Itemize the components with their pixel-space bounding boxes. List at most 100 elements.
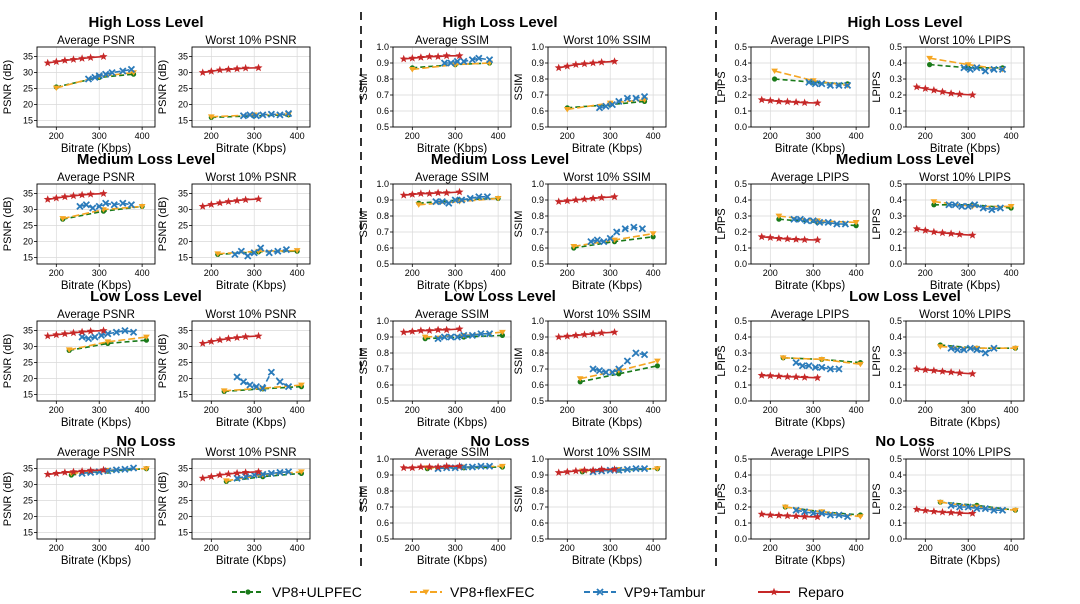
data-point-rep <box>43 195 52 203</box>
y-tick-label: 0.2 <box>889 364 902 374</box>
subplot-title: Worst 10% LPIPS <box>919 447 1011 459</box>
data-point-rep <box>43 470 52 478</box>
data-point-rep <box>800 373 809 381</box>
series-line-vp8f <box>567 99 645 111</box>
legend-label: VP8+flexFEC <box>450 584 534 600</box>
x-tick-label: 400 <box>1004 405 1019 415</box>
data-point-vp9t <box>608 100 617 109</box>
y-tick-label: 0.9 <box>376 58 389 68</box>
plot-frame <box>392 320 512 402</box>
data-point-vp8f <box>926 55 933 62</box>
y-tick-label: 30 <box>23 68 33 78</box>
y-tick-label: 25 <box>23 221 33 231</box>
data-point-rep <box>86 190 95 198</box>
plot-frame <box>905 320 1025 402</box>
x-tick-label: 300 <box>603 405 618 415</box>
data-point-vp9t <box>440 333 449 341</box>
subplot-title: Worst 10% SSIM <box>563 447 650 459</box>
y-tick-label: 0.8 <box>531 211 544 221</box>
plot-frame <box>392 183 512 265</box>
y-tick-label: 20 <box>23 374 33 384</box>
data-point-rep <box>233 64 241 73</box>
y-tick-label: 35 <box>23 326 33 336</box>
data-point-vp9t <box>826 511 835 519</box>
y-tick-label: 0.5 <box>889 42 902 52</box>
subplot: Average LPIPS 0.0 0.1 0.2 0.3 0.4 0.5 200 300 400… <box>716 35 870 155</box>
y-tick-label: 0.2 <box>734 364 747 374</box>
data-point-rep <box>416 462 425 471</box>
data-point-vp9t <box>613 228 621 236</box>
data-point-rep <box>78 327 86 336</box>
x-axis-label: Bitrate (Kbps) <box>61 417 131 429</box>
data-point-vp9t <box>231 250 239 259</box>
data-point-vp8f <box>1012 507 1019 514</box>
data-point-rep <box>783 511 792 520</box>
data-point-vp9t <box>809 217 817 225</box>
data-point-rep <box>86 53 95 61</box>
data-point-vp9t <box>468 463 477 471</box>
data-point-vp8f <box>298 382 305 389</box>
plot-frame <box>905 46 1025 128</box>
data-point-rep <box>241 195 250 204</box>
data-point-vp9t <box>816 218 824 227</box>
plot-frame <box>36 320 156 402</box>
legend-marker-vp8f <box>422 589 430 596</box>
data-point-vp8f <box>1007 204 1015 210</box>
data-point-rep <box>571 466 580 475</box>
data-point-vp9t <box>110 201 118 209</box>
data-point-vp9t <box>485 462 494 470</box>
row-title: No Loss <box>470 433 529 450</box>
x-axis-label: Bitrate (Kbps) <box>216 280 286 292</box>
data-point-vp9t <box>246 381 254 389</box>
data-point-vp9t <box>84 75 93 83</box>
y-tick-label: 0.8 <box>531 486 544 496</box>
y-tick-label: 0.5 <box>889 454 902 464</box>
data-point-rep <box>416 53 425 61</box>
x-tick-label: 400 <box>135 405 150 415</box>
data-point-vp8f <box>207 114 215 120</box>
data-point-vp9t <box>97 331 106 340</box>
data-point-vp8f <box>143 466 150 472</box>
data-point-rep <box>254 194 263 203</box>
data-point-vp9t <box>112 466 121 474</box>
data-point-rep <box>69 55 78 63</box>
y-axis-label: LPIPS <box>716 71 728 102</box>
data-point-rep <box>813 512 822 521</box>
data-point-rep <box>434 52 442 60</box>
data-point-vp8f <box>775 213 783 220</box>
x-tick-label: 300 <box>603 268 618 278</box>
data-point-rep <box>968 509 977 517</box>
data-point-vp9t <box>257 244 265 252</box>
data-point-rep <box>947 508 955 516</box>
subplot-title: Average PSNR <box>57 447 135 459</box>
data-point-rep <box>425 462 434 471</box>
series-line-vp8f <box>783 357 861 365</box>
x-tick-label: 300 <box>806 131 821 141</box>
data-point-rep <box>912 505 921 513</box>
x-tick-label: 200 <box>49 268 64 278</box>
series-line-vp8f <box>929 57 1003 71</box>
data-point-vp9t <box>447 59 455 67</box>
data-point-rep <box>597 465 606 473</box>
data-point-rep <box>224 65 233 73</box>
plot-frame <box>905 183 1025 265</box>
data-point-rep <box>610 192 619 201</box>
subplot-title: Average LPIPS <box>771 447 850 459</box>
data-point-rep <box>792 511 800 520</box>
y-tick-label: 0.5 <box>889 316 902 326</box>
y-tick-label: 0.1 <box>889 243 902 253</box>
data-point-rep <box>99 326 108 334</box>
data-point-rep <box>99 52 108 60</box>
data-point-rep <box>955 230 964 238</box>
subplot-title: Average LPIPS <box>771 309 850 321</box>
data-point-rep <box>929 86 938 94</box>
plot-frame <box>392 458 512 540</box>
data-point-rep <box>52 330 61 339</box>
data-point-vp9t <box>595 366 604 375</box>
data-point-rep <box>408 463 417 472</box>
plot-frame <box>750 458 870 540</box>
y-tick-label: 0.9 <box>531 332 544 342</box>
subplot: Average PSNR 15 20 25 30 35 200 300 400 Bitrate (… <box>2 447 156 567</box>
y-axis-label: LPIPS <box>871 483 883 514</box>
subplot-title: Average PSNR <box>57 309 135 321</box>
